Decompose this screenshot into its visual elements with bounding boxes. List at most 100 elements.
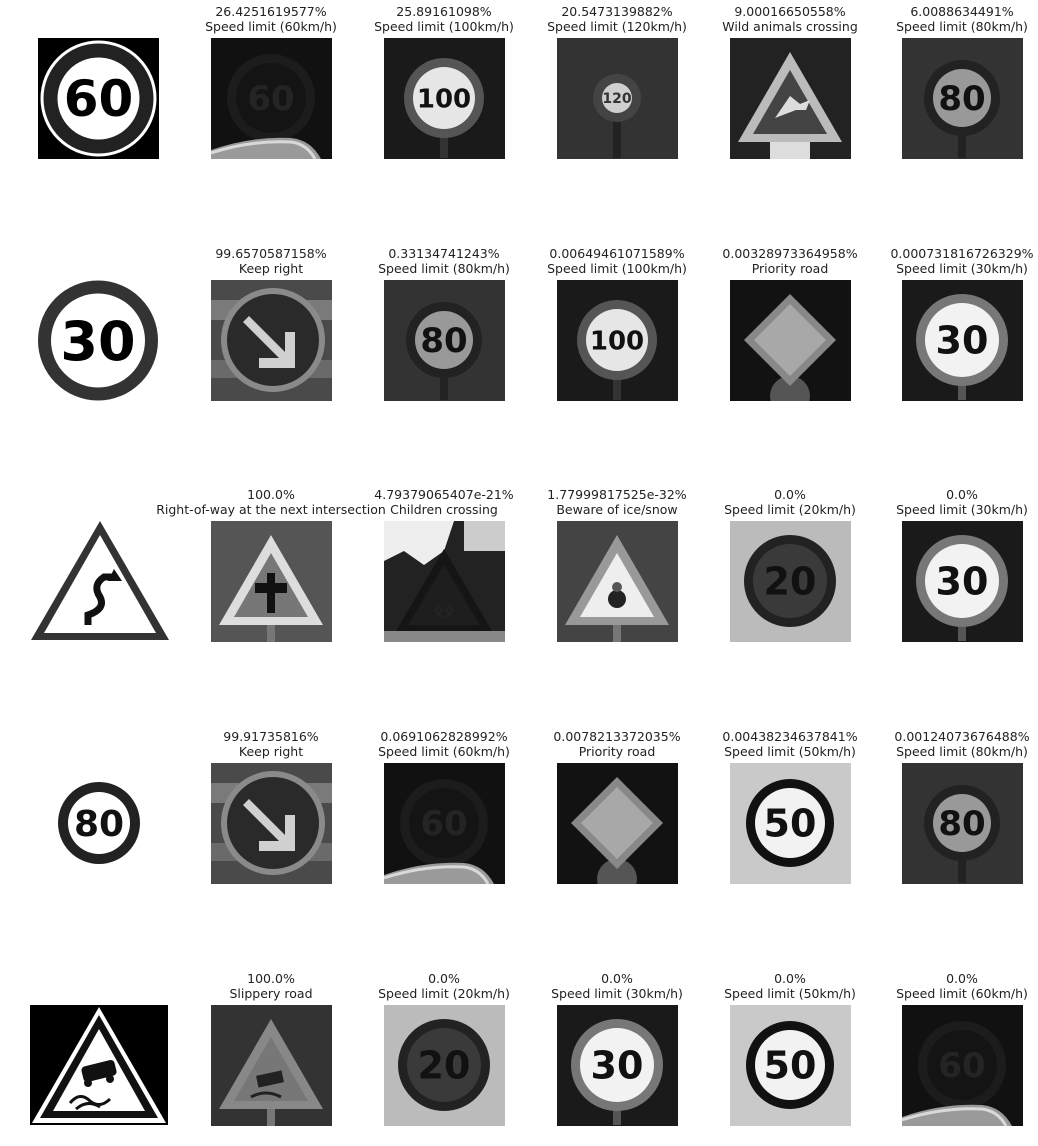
prediction-caption: 0.0% Speed limit (20km/h) xyxy=(670,487,910,517)
prediction-thumbnail: 50 xyxy=(730,763,851,884)
prediction-thumbnail: 80 xyxy=(384,280,505,401)
svg-text:60: 60 xyxy=(64,70,134,128)
prediction-label: Speed limit (30km/h) xyxy=(896,502,1028,517)
prediction-thumbnail: 30 xyxy=(902,280,1023,401)
query-sign-3 xyxy=(30,519,170,643)
query-sign-5 xyxy=(30,1005,168,1125)
prediction-thumbnail: 60 xyxy=(902,1005,1023,1126)
prediction-caption: 4.79379065407e-21% Children crossing xyxy=(324,487,564,517)
svg-text:30: 30 xyxy=(591,1044,644,1088)
prediction-label: Speed limit (60km/h) xyxy=(378,744,510,759)
prediction-probability: 9.00016650558% xyxy=(734,4,846,19)
prediction-thumbnail: 80 xyxy=(902,763,1023,884)
prediction-caption: 0.00124073676488% Speed limit (80km/h) xyxy=(842,729,1038,759)
prediction-label: Speed limit (30km/h) xyxy=(551,986,683,1001)
prediction-caption: 0.0% Speed limit (20km/h) xyxy=(324,971,564,1001)
prediction-caption: 0.00649461071589% Speed limit (100km/h) xyxy=(497,246,737,276)
svg-text:30: 30 xyxy=(936,319,989,363)
svg-text:100: 100 xyxy=(417,84,471,114)
prediction-label: Priority road xyxy=(751,261,829,276)
prediction-caption: 100.0% Slippery road xyxy=(151,971,391,1001)
prediction-thumbnail: 120 xyxy=(557,38,678,159)
prediction-thumbnail xyxy=(730,38,851,159)
prediction-caption: 0.000731816726329% Speed limit (30km/h) xyxy=(842,246,1038,276)
svg-text:60: 60 xyxy=(938,1046,985,1086)
prediction-thumbnail xyxy=(211,1005,332,1126)
prediction-thumbnail: 20 xyxy=(730,521,851,642)
prediction-probability: 0.0078213372035% xyxy=(553,729,681,744)
prediction-label: Speed limit (100km/h) xyxy=(374,19,514,34)
prediction-label: Right-of-way at the next intersection xyxy=(156,502,386,517)
svg-text:80: 80 xyxy=(938,804,985,844)
prediction-thumbnail xyxy=(211,763,332,884)
prediction-label: Children crossing xyxy=(390,502,498,517)
prediction-label: Speed limit (60km/h) xyxy=(205,19,337,34)
svg-text:30: 30 xyxy=(936,560,989,604)
prediction-probability: 0.00124073676488% xyxy=(894,729,1030,744)
prediction-label: Speed limit (20km/h) xyxy=(378,986,510,1001)
prediction-probability: 0.0% xyxy=(601,971,633,986)
svg-text:20: 20 xyxy=(418,1044,471,1088)
prediction-thumbnail xyxy=(557,763,678,884)
prediction-label: Beware of ice/snow xyxy=(556,502,678,517)
prediction-thumbnail: 50 xyxy=(730,1005,851,1126)
prediction-label: Keep right xyxy=(238,261,304,276)
prediction-caption: 0.0% Speed limit (30km/h) xyxy=(497,971,737,1001)
prediction-thumbnail: 30 xyxy=(557,1005,678,1126)
prediction-caption: 99.91735816% Keep right xyxy=(151,729,391,759)
prediction-thumbnail xyxy=(211,521,332,642)
prediction-thumbnail xyxy=(211,280,332,401)
prediction-probability: 0.33134741243% xyxy=(388,246,500,261)
prediction-probability: 0.00438234637841% xyxy=(722,729,858,744)
prediction-probability: 0.00328973364958% xyxy=(722,246,858,261)
svg-text:80: 80 xyxy=(420,321,467,361)
prediction-label: Slippery road xyxy=(229,986,313,1001)
prediction-caption: 0.0691062828992% Speed limit (60km/h) xyxy=(324,729,564,759)
prediction-probability: 1.77999817525e-32% xyxy=(547,487,687,502)
query-sign-2: 30 xyxy=(35,280,161,401)
svg-text:120: 120 xyxy=(602,91,631,107)
prediction-caption: 1.77999817525e-32% Beware of ice/snow xyxy=(497,487,737,517)
prediction-probability: 0.0691062828992% xyxy=(380,729,508,744)
svg-text:80: 80 xyxy=(938,79,985,119)
prediction-probability: 99.6570587158% xyxy=(215,246,327,261)
prediction-thumbnail: 60 xyxy=(384,763,505,884)
prediction-thumbnail: 80 xyxy=(902,38,1023,159)
prediction-thumbnail: 100 xyxy=(384,38,505,159)
prediction-thumbnail: 20 xyxy=(384,1005,505,1126)
prediction-thumbnail: 100 xyxy=(557,280,678,401)
prediction-caption: 20.5473139882% Speed limit (120km/h) xyxy=(497,4,737,34)
prediction-caption: 0.33134741243% Speed limit (80km/h) xyxy=(324,246,564,276)
prediction-caption: 0.0078213372035% Priority road xyxy=(497,729,737,759)
prediction-caption: 6.0088634491% Speed limit (80km/h) xyxy=(842,4,1038,34)
prediction-probability: 100.0% xyxy=(247,487,295,502)
svg-text:20: 20 xyxy=(764,560,817,604)
prediction-probability: 0.0% xyxy=(774,971,806,986)
prediction-probability: 20.5473139882% xyxy=(561,4,673,19)
prediction-probability: 6.0088634491% xyxy=(910,4,1014,19)
prediction-caption: 0.0% Speed limit (50km/h) xyxy=(670,971,910,1001)
prediction-probability: 99.91735816% xyxy=(223,729,319,744)
prediction-caption: 0.00438234637841% Speed limit (50km/h) xyxy=(670,729,910,759)
prediction-probability: 0.0% xyxy=(774,487,806,502)
prediction-caption: 100.0% Right-of-way at the next intersect… xyxy=(151,487,391,517)
prediction-probability: 100.0% xyxy=(247,971,295,986)
svg-text:ᛟᛟ: ᛟᛟ xyxy=(433,601,455,622)
prediction-caption: 99.6570587158% Keep right xyxy=(151,246,391,276)
prediction-caption: 25.89161098% Speed limit (100km/h) xyxy=(324,4,564,34)
prediction-thumbnail: 60 xyxy=(211,38,332,159)
svg-text:60: 60 xyxy=(247,79,294,119)
prediction-thumbnail xyxy=(557,521,678,642)
prediction-thumbnail: 30 xyxy=(902,521,1023,642)
prediction-label: Wild animals crossing xyxy=(722,19,858,34)
svg-text:30: 30 xyxy=(60,310,135,373)
prediction-probability: 4.79379065407e-21% xyxy=(374,487,514,502)
svg-text:100: 100 xyxy=(590,326,644,356)
prediction-label: Speed limit (60km/h) xyxy=(896,986,1028,1001)
prediction-probability: 0.0% xyxy=(946,971,978,986)
prediction-label: Speed limit (50km/h) xyxy=(724,986,856,1001)
query-sign-4: 80 xyxy=(57,781,141,865)
prediction-label: Priority road xyxy=(578,744,656,759)
svg-text:50: 50 xyxy=(764,802,817,846)
